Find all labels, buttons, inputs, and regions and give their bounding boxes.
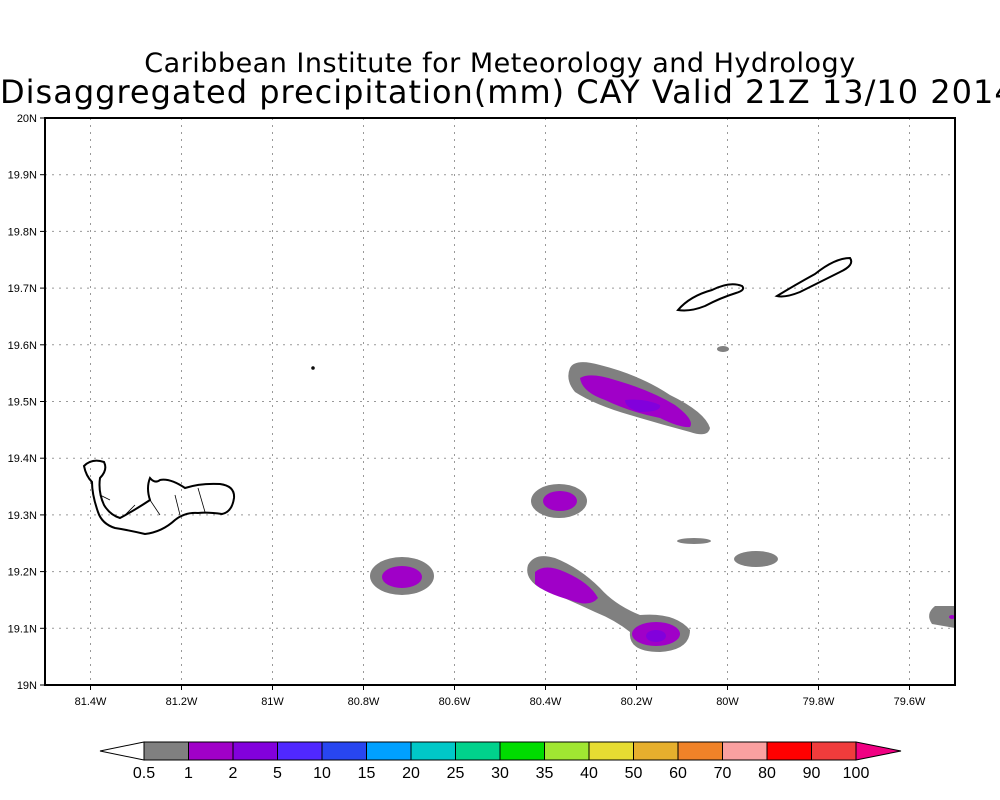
lon-tick-label: 80W bbox=[716, 696, 739, 708]
colorbar-label: 50 bbox=[625, 765, 643, 782]
colorbar-high-arrow bbox=[855, 741, 902, 761]
lon-tick-label: 81.4W bbox=[75, 696, 107, 708]
lat-tick-label: 19.7N bbox=[8, 283, 37, 295]
lat-tick-label: 19.9N bbox=[8, 170, 37, 182]
lat-tick-label: 19N bbox=[17, 680, 37, 692]
colorbar-label: 15 bbox=[358, 765, 376, 782]
lat-tick-label: 19.1N bbox=[8, 623, 37, 635]
precip-area-purple bbox=[543, 491, 577, 511]
colorbar-label: 80 bbox=[758, 765, 776, 782]
precip-area-gray bbox=[677, 538, 711, 544]
colorbar-swatch bbox=[143, 741, 189, 761]
lat-tick-label: 20N bbox=[17, 113, 37, 125]
colorbar-label: 35 bbox=[536, 765, 554, 782]
lat-tick-label: 19.4N bbox=[8, 453, 37, 465]
colorbar-label: 30 bbox=[491, 765, 509, 782]
gridlines bbox=[45, 118, 955, 685]
colorbar-swatch bbox=[544, 741, 590, 761]
colorbar-swatch bbox=[455, 741, 501, 761]
lon-tick-label: 80.6W bbox=[439, 696, 471, 708]
colorbar-label: 10 bbox=[313, 765, 331, 782]
island-grand-cayman-districts bbox=[99, 487, 206, 516]
precip-area-violet bbox=[646, 630, 666, 642]
lat-tick-label: 19.8N bbox=[8, 226, 37, 238]
colorbar-label: 25 bbox=[447, 765, 465, 782]
colorbar-swatch bbox=[811, 741, 857, 761]
colorbar-swatch bbox=[766, 741, 812, 761]
colorbar-label: 70 bbox=[714, 765, 732, 782]
colorbar-label: 20 bbox=[402, 765, 420, 782]
islet bbox=[311, 366, 315, 370]
colorbar-label: 40 bbox=[580, 765, 598, 782]
precip-area-purple bbox=[535, 567, 598, 604]
colorbar-swatch bbox=[277, 741, 323, 761]
lat-tick-label: 19.3N bbox=[8, 510, 37, 522]
lon-tick-label: 80.2W bbox=[621, 696, 653, 708]
colorbar-swatch bbox=[677, 741, 723, 761]
axis-ticks: 81.4W 81.2W 81W 80.8W 80.6W 80.4W 80.2W 80W 79.8… bbox=[8, 113, 926, 708]
precip-area-purple bbox=[382, 566, 422, 588]
precip-area-gray bbox=[717, 346, 729, 352]
lon-tick-label: 81W bbox=[261, 696, 284, 708]
precip-area-violet bbox=[625, 399, 661, 412]
lon-tick-label: 79.8W bbox=[803, 696, 835, 708]
colorbar-label: 100 bbox=[843, 765, 870, 782]
colorbar-swatch bbox=[499, 741, 545, 761]
lon-tick-label: 80.4W bbox=[530, 696, 562, 708]
precip-area-gray bbox=[929, 606, 955, 628]
colorbar-label: 1 bbox=[184, 765, 193, 782]
colorbar-label: 2 bbox=[229, 765, 238, 782]
colorbar-swatch bbox=[321, 741, 367, 761]
island-grand-cayman bbox=[82, 459, 236, 536]
chart-title-institute: Caribbean Institute for Meteorology and … bbox=[144, 48, 856, 79]
colorbar-swatch bbox=[588, 741, 634, 761]
island-cayman-brac bbox=[774, 256, 853, 298]
lon-tick-label: 79.6W bbox=[894, 696, 926, 708]
colorbar-label: 5 bbox=[273, 765, 282, 782]
lon-tick-label: 81.2W bbox=[166, 696, 198, 708]
chart-title-product: Disaggregated precipitation(mm) CAY Vali… bbox=[0, 73, 1000, 111]
colorbar-swatch bbox=[232, 741, 278, 761]
precipitation-field bbox=[370, 346, 955, 652]
lat-tick-label: 19.6N bbox=[8, 340, 37, 352]
colorbar-low-arrow bbox=[99, 741, 145, 761]
colorbar-swatch bbox=[366, 741, 412, 761]
lon-tick-label: 80.8W bbox=[348, 696, 380, 708]
colorbar-label: 90 bbox=[803, 765, 821, 782]
colorbar-swatch bbox=[410, 741, 456, 761]
colorbar-label: 60 bbox=[669, 765, 687, 782]
precip-area-purple bbox=[949, 615, 955, 619]
lat-tick-label: 19.5N bbox=[8, 397, 37, 409]
lat-tick-label: 19.2N bbox=[8, 567, 37, 579]
colorbar-legend: 0.5 1 2 5 10 15 20 25 30 35 40 50 60 70 80 90 100 bbox=[99, 741, 902, 782]
precip-area-gray bbox=[734, 551, 778, 567]
island-little-cayman bbox=[676, 283, 745, 312]
colorbar-swatch bbox=[188, 741, 234, 761]
colorbar-swatch bbox=[633, 741, 679, 761]
colorbar-swatch bbox=[722, 741, 768, 761]
coastlines bbox=[82, 256, 853, 536]
colorbar-label: 0.5 bbox=[133, 765, 155, 782]
